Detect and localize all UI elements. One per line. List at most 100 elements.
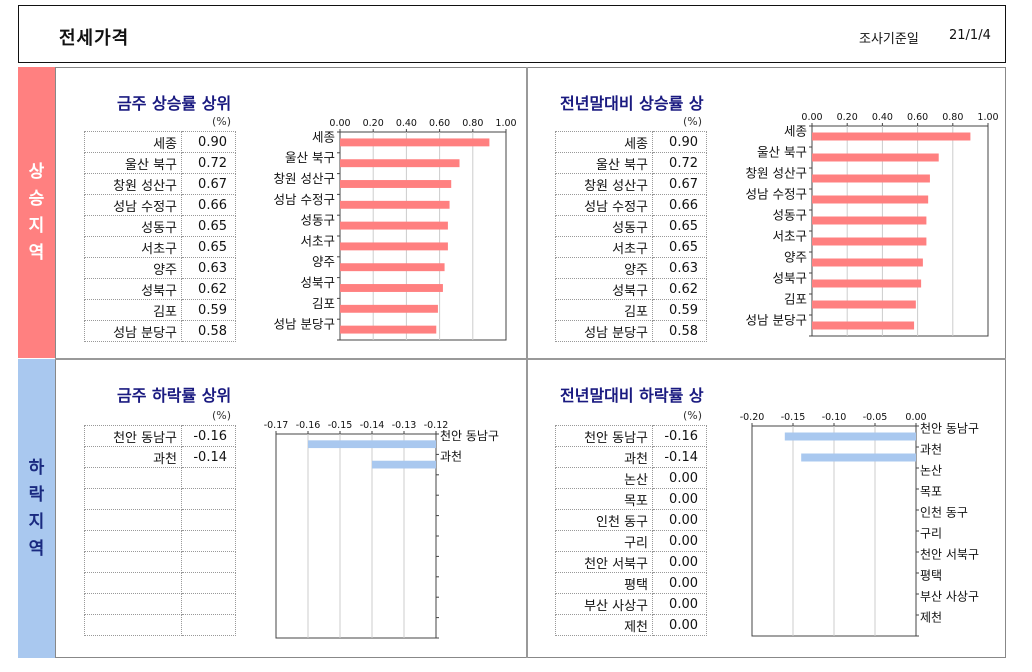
data-table: 세종 0.90 울산 북구 0.72 창원 성산구 0.67 성남 수정구 0.66 성동구 0.…	[84, 131, 236, 342]
category-label: 성남 분당구	[746, 313, 807, 328]
region-name: 창원 성산구	[84, 173, 182, 195]
region-value: 0.59	[181, 299, 236, 321]
x-tick-label: -0.15	[328, 420, 353, 431]
category-label: 목포	[920, 485, 942, 499]
region-value: -0.14	[181, 446, 236, 468]
region-name: 성동구	[84, 215, 182, 237]
category-label: 창원 성산구	[274, 171, 335, 186]
region-name: 부산 사상구	[555, 593, 653, 615]
category-label: 성남 수정구	[274, 192, 335, 207]
region-name	[84, 467, 182, 489]
bar	[340, 304, 438, 313]
table-row: 성북구 0.62	[84, 278, 236, 300]
region-value: 0.59	[652, 299, 707, 321]
table-row: 양주 0.63	[555, 257, 707, 279]
region-value	[181, 530, 236, 552]
region-name: 성동구	[555, 215, 653, 237]
data-table: 세종 0.90 울산 북구 0.72 창원 성산구 0.67 성남 수정구 0.66 성동구 0.…	[555, 131, 707, 342]
x-tick-label: -0.17	[264, 420, 289, 431]
table-row: 천안 서북구 0.00	[555, 551, 707, 573]
region-value: 0.00	[652, 593, 707, 615]
region-value: 0.00	[652, 509, 707, 531]
region-name: 서초구	[555, 236, 653, 258]
date-label: 조사기준일	[859, 32, 919, 47]
category-label: 성동구	[300, 213, 335, 228]
band-char: 하	[28, 457, 45, 478]
table-row: 천안 동남구 -0.16	[555, 425, 707, 447]
band-char: 역	[28, 242, 45, 263]
rising-region-band: 상 승 지 역	[18, 67, 55, 358]
x-tick-label: 0.40	[396, 118, 417, 129]
region-name: 울산 북구	[555, 152, 653, 174]
table-row: 제천 0.00	[555, 614, 707, 636]
table-row: 성남 수정구 0.66	[84, 194, 236, 216]
region-name: 논산	[555, 467, 653, 489]
table-row: 성동구 0.65	[84, 215, 236, 237]
table-row: 천안 동남구 -0.16	[84, 425, 236, 447]
table-row: 울산 북구 0.72	[84, 152, 236, 174]
x-tick-label: 1.00	[977, 112, 998, 123]
table-row: 인천 동구 0.00	[555, 509, 707, 531]
x-tick-label: -0.20	[740, 412, 765, 423]
region-value: 0.63	[652, 257, 707, 279]
bar	[784, 432, 916, 441]
date-value: 21/1/4	[949, 28, 991, 43]
table-row	[84, 488, 236, 510]
region-name: 성북구	[555, 278, 653, 300]
region-value: 0.66	[181, 194, 236, 216]
region-name	[84, 488, 182, 510]
panel-divider-vertical	[526, 67, 528, 658]
table-row: 구리 0.00	[555, 530, 707, 552]
panel-divider-horizontal	[55, 358, 1006, 360]
percent-unit: (%)	[212, 115, 232, 128]
region-name	[84, 614, 182, 636]
band-char: 승	[28, 188, 45, 209]
region-value: 0.65	[652, 236, 707, 258]
region-value: 0.00	[652, 614, 707, 636]
table-row: 세종 0.90	[84, 131, 236, 153]
percent-unit: (%)	[683, 409, 703, 422]
region-name: 창원 성산구	[555, 173, 653, 195]
region-value: 0.67	[652, 173, 707, 195]
category-label: 성동구	[772, 208, 807, 223]
bar	[308, 440, 436, 449]
region-value: 0.00	[652, 551, 707, 573]
table-row: 논산 0.00	[555, 467, 707, 489]
region-name: 울산 북구	[84, 152, 182, 174]
x-tick-label: 0.60	[429, 118, 450, 129]
region-value: 0.62	[181, 278, 236, 300]
table-row	[84, 467, 236, 489]
bar	[812, 237, 927, 246]
panel-title: 금주 하락률 상위	[117, 386, 232, 405]
category-label: 성남 수정구	[746, 187, 807, 202]
table-row: 목포 0.00	[555, 488, 707, 510]
region-name: 평택	[555, 572, 653, 594]
region-value: 0.65	[181, 215, 236, 237]
bar	[812, 195, 929, 204]
region-value: 0.00	[652, 530, 707, 552]
x-tick-label: 0.80	[462, 118, 483, 129]
region-value	[181, 509, 236, 531]
region-name: 성남 분당구	[555, 320, 653, 342]
region-value	[181, 593, 236, 615]
table-row	[84, 614, 236, 636]
table-row: 성북구 0.62	[555, 278, 707, 300]
table-row: 울산 북구 0.72	[555, 152, 707, 174]
band-char: 역	[28, 538, 45, 559]
region-name	[84, 551, 182, 573]
category-label: 성남 분당구	[274, 317, 335, 332]
falling-region-band: 하 락 지 역	[18, 359, 55, 658]
x-tick-label: -0.15	[781, 412, 806, 423]
region-name: 양주	[84, 257, 182, 279]
region-name: 성남 수정구	[84, 194, 182, 216]
region-value: 0.65	[652, 215, 707, 237]
region-name: 인천 동구	[555, 509, 653, 531]
category-label: 세종	[784, 124, 807, 139]
bar	[340, 242, 448, 251]
table-row	[84, 509, 236, 531]
bar	[812, 132, 971, 141]
region-value: 0.66	[652, 194, 707, 216]
region-name	[84, 593, 182, 615]
region-name: 제천	[555, 614, 653, 636]
